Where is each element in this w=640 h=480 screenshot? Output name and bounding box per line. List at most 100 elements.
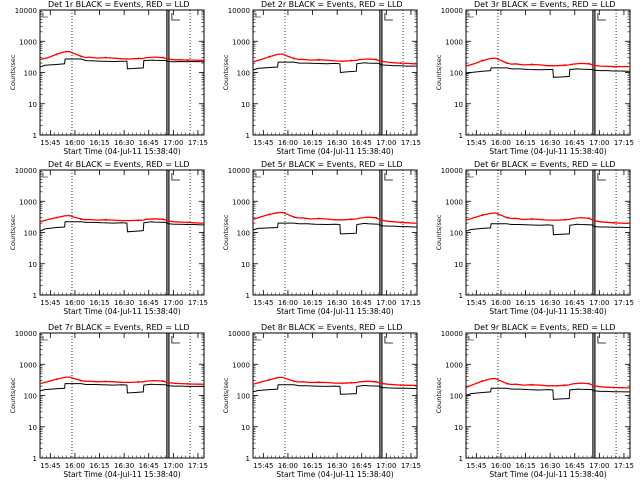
- chart-panel-3: Det 3r BLACK = Events, RED = LLD 1 10 100 10…: [435, 0, 634, 156]
- corner-mark: [42, 336, 48, 341]
- x-tick-label: 17:15: [401, 462, 421, 470]
- y-tick-label: 100: [24, 230, 37, 238]
- x-tick-label: 16:00: [278, 462, 298, 470]
- lld-series-line: [252, 211, 417, 224]
- y-tick-label: 10: [241, 101, 250, 109]
- x-tick-label: 16:00: [65, 299, 85, 307]
- lld-point: [612, 65, 615, 68]
- y-tick-label: 10: [28, 261, 37, 269]
- chart-title: Det 8r BLACK = Events, RED = LLD: [261, 323, 403, 332]
- x-axis-title: Start Time (04-Jul-11 15:38:40): [489, 470, 606, 479]
- x-tick-label: 16:30: [540, 299, 560, 307]
- y-tick-label: 1: [246, 292, 250, 300]
- events-series-line: [465, 67, 630, 78]
- lld-point: [563, 384, 566, 387]
- x-axis-title: Start Time (04-Jul-11 15:38:40): [489, 307, 606, 316]
- y-tick-label: 1000: [445, 38, 463, 46]
- y-tick-label: 1000: [19, 198, 37, 206]
- y-tick-label: 10: [454, 424, 463, 432]
- y-tick-label: 100: [24, 393, 37, 401]
- lld-point: [563, 218, 566, 221]
- x-axis-title: Start Time (04-Jul-11 15:38:40): [63, 470, 180, 479]
- x-tick-label: 17:00: [163, 139, 183, 147]
- bracket-mark: [597, 13, 606, 21]
- y-tick-label: 10: [454, 261, 463, 269]
- y-tick-label: 1: [246, 132, 250, 140]
- lld-point: [506, 62, 508, 65]
- lld-point: [186, 382, 189, 385]
- x-tick-label: 17:00: [163, 299, 183, 307]
- x-tick-label: 15:45: [40, 299, 60, 307]
- lld-point: [268, 378, 271, 381]
- x-tick-label: 16:30: [114, 139, 134, 147]
- y-axis-title: Counts/sec: [435, 377, 443, 413]
- y-tick-label: 1: [459, 292, 463, 300]
- lld-series-line: [465, 57, 630, 68]
- x-tick-label: 16:30: [540, 462, 560, 470]
- lld-point: [530, 218, 533, 220]
- x-tick-label: 16:15: [302, 139, 322, 147]
- x-tick-label: 16:45: [565, 299, 585, 307]
- events-series-line: [252, 61, 417, 74]
- x-tick-label: 16:45: [565, 462, 585, 470]
- y-tick-label: 1000: [445, 198, 463, 206]
- lld-point: [293, 380, 295, 383]
- bracket-mark: [171, 13, 180, 21]
- bracket-mark: [171, 336, 180, 344]
- x-tick-label: 16:15: [515, 462, 535, 470]
- lld-point: [55, 53, 58, 56]
- plot-frame: [39, 169, 205, 296]
- lld-point: [317, 58, 320, 61]
- chart-title: Det 7r BLACK = Events, RED = LLD: [48, 323, 190, 332]
- corner-mark: [255, 173, 261, 178]
- events-series-line: [39, 221, 204, 233]
- y-axis-title: Counts/sec: [222, 54, 230, 90]
- x-tick-label: 16:00: [65, 462, 85, 470]
- y-tick-label: 1000: [232, 38, 250, 46]
- y-tick-label: 1: [246, 455, 250, 463]
- lld-point: [563, 64, 566, 67]
- bracket-mark: [384, 336, 393, 344]
- y-tick-label: 1000: [232, 198, 250, 206]
- chart-title: Det 5r BLACK = Events, RED = LLD: [261, 160, 403, 169]
- x-tick-label: 15:45: [466, 462, 486, 470]
- corner-mark: [468, 336, 474, 341]
- y-tick-label: 100: [24, 70, 37, 78]
- chart-title: Det 1r BLACK = Events, RED = LLD: [48, 0, 190, 9]
- x-axis-title: Start Time (04-Jul-11 15:38:40): [63, 307, 180, 316]
- lld-point: [530, 383, 533, 386]
- x-axis-title: Start Time (04-Jul-11 15:38:40): [276, 147, 393, 156]
- lld-series-line: [465, 377, 630, 389]
- x-tick-label: 16:15: [89, 299, 109, 307]
- x-tick-label: 16:15: [515, 299, 535, 307]
- lld-point: [399, 62, 402, 65]
- lld-series-line: [39, 50, 204, 61]
- chart-panel-2: Det 2r BLACK = Events, RED = LLD 1 10 100 10…: [222, 0, 421, 156]
- y-tick-label: 1: [33, 455, 37, 463]
- y-tick-label: 10000: [228, 7, 250, 15]
- lld-point: [612, 386, 615, 389]
- chart-title: Det 9r BLACK = Events, RED = LLD: [474, 323, 616, 332]
- x-tick-label: 16:45: [352, 462, 372, 470]
- chart-panel-9: Det 9r BLACK = Events, RED = LLD 1 10 100 10…: [435, 323, 634, 479]
- lld-point: [186, 59, 189, 62]
- lld-point: [137, 381, 140, 383]
- corner-mark: [255, 336, 261, 341]
- x-tick-label: 16:15: [89, 462, 109, 470]
- lld-point: [481, 59, 484, 62]
- y-tick-label: 10: [241, 261, 250, 269]
- y-tick-label: 1000: [445, 361, 463, 369]
- chart-title: Det 2r BLACK = Events, RED = LLD: [261, 0, 403, 9]
- lld-point: [293, 57, 295, 60]
- x-tick-label: 15:45: [253, 462, 273, 470]
- plot-frame: [39, 9, 205, 136]
- lld-point: [80, 379, 82, 382]
- chart-panel-1: Det 1r BLACK = Events, RED = LLD 1 10 100 10…: [9, 0, 208, 156]
- lld-point: [375, 216, 377, 219]
- x-tick-label: 16:45: [565, 139, 585, 147]
- lld-point: [375, 58, 377, 61]
- chart-panel-4: Det 4r BLACK = Events, RED = LLD 1 10 100 10…: [9, 160, 208, 316]
- plot-frame: [252, 332, 418, 459]
- y-tick-label: 10: [28, 424, 37, 432]
- x-tick-label: 17:00: [376, 139, 396, 147]
